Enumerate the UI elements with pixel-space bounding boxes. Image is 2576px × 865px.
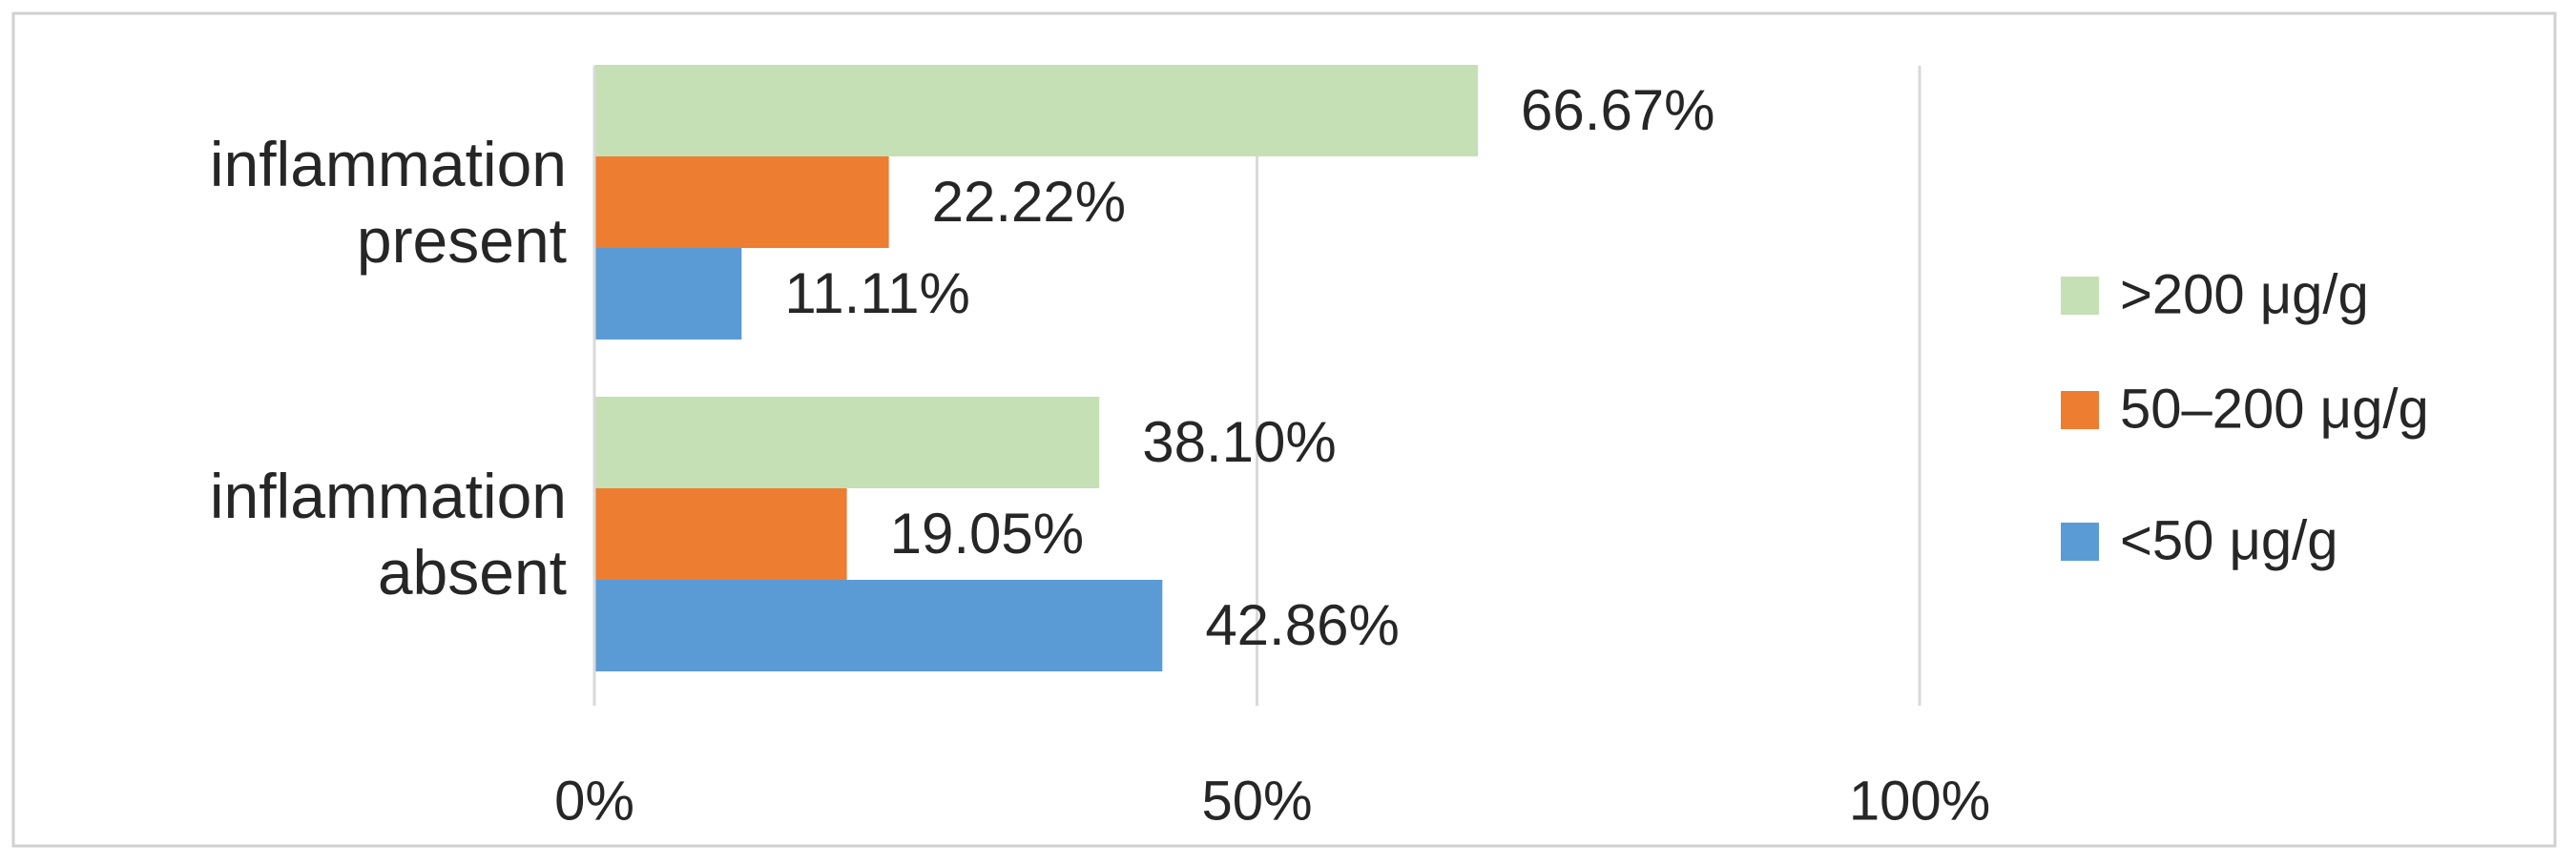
legend-swatch — [2061, 523, 2099, 561]
x-tick-label: 100% — [1849, 770, 1990, 832]
bar — [594, 156, 889, 248]
value-label: 42.86% — [1205, 593, 1400, 657]
value-label: 19.05% — [890, 502, 1085, 566]
bar — [594, 248, 742, 340]
chart-border — [11, 11, 2557, 848]
x-tick-label: 50% — [1201, 770, 1312, 832]
legend-label: 50–200 μg/g — [2120, 378, 2429, 440]
value-label: 22.22% — [932, 170, 1126, 234]
legend-label: >200 μg/g — [2120, 263, 2369, 325]
bar — [594, 65, 1479, 156]
x-tick-label: 0% — [554, 770, 634, 832]
bar — [594, 488, 847, 580]
value-label: 11.11% — [784, 261, 970, 325]
value-label: 66.67% — [1521, 78, 1715, 142]
y-tick-label: inflammation absent — [209, 461, 567, 608]
y-tick-label: inflammation present — [209, 129, 567, 276]
bar — [594, 580, 1163, 671]
legend-swatch — [2061, 277, 2099, 315]
legend-swatch — [2061, 391, 2099, 429]
legend-label: <50 μg/g — [2120, 509, 2338, 571]
bar — [594, 397, 1100, 488]
value-label: 38.10% — [1142, 410, 1337, 474]
